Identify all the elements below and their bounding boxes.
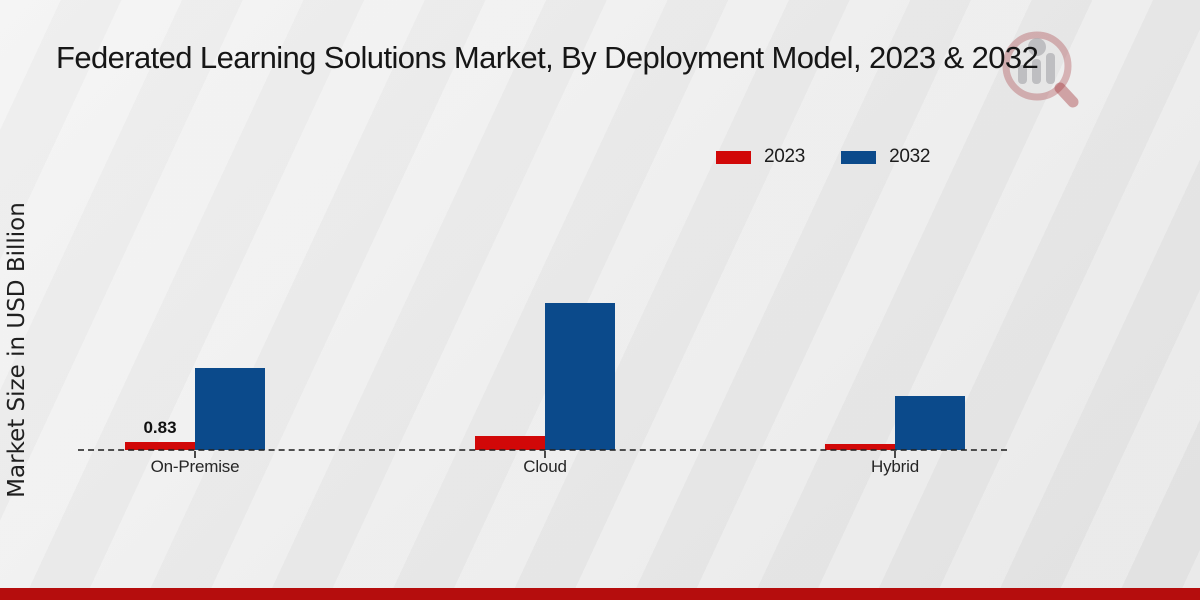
category-label-hybrid: Hybrid [871,457,919,476]
legend-swatch-2023-icon [716,150,751,164]
axis-tick-cloud [544,451,546,458]
bar-2032-hybrid [895,396,965,450]
bar-2032-cloud [545,303,615,450]
brand-watermark-icon [1002,31,1079,108]
legend-label-2023: 2023 [764,146,806,167]
bar-value-label-on-premise-2023: 0.83 [143,418,177,437]
bar-2023-cloud [475,436,545,450]
category-label-on-premise: On-Premise [150,457,240,476]
bar-2023-hybrid [825,444,895,450]
bar-2032-on-premise [195,368,265,450]
chart-title: Federated Learning Solutions Market, By … [56,40,1039,75]
legend-label-2032: 2032 [889,146,931,167]
y-axis-label: Market Size in USD Billion [4,202,30,498]
legend-swatch-2032-icon [841,150,877,164]
legend-item-2023: 2023 [716,146,805,168]
legend: 2023 2032 [716,146,930,168]
footer-accent-bar [0,588,1200,600]
legend-item-2032: 2032 [841,146,930,168]
axis-tick-on-premise [194,451,196,458]
category-label-cloud: Cloud [523,457,567,476]
bar-2023-on-premise [125,442,195,450]
x-axis-baseline [78,449,1007,451]
axis-tick-hybrid [894,451,896,458]
